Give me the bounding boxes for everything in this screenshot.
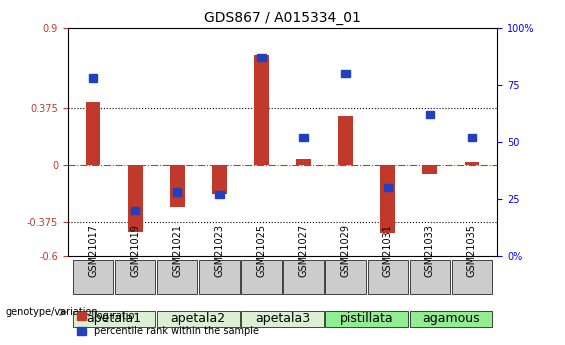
Bar xyxy=(215,191,224,198)
Bar xyxy=(254,55,269,165)
Bar xyxy=(212,165,227,194)
Bar xyxy=(338,116,353,165)
Bar xyxy=(299,134,308,141)
FancyBboxPatch shape xyxy=(368,260,408,294)
FancyBboxPatch shape xyxy=(325,310,408,327)
FancyBboxPatch shape xyxy=(73,260,113,294)
FancyBboxPatch shape xyxy=(199,260,240,294)
Bar xyxy=(341,70,350,77)
Bar xyxy=(384,184,392,191)
Bar xyxy=(170,165,185,207)
FancyBboxPatch shape xyxy=(283,260,324,294)
Text: genotype/variation: genotype/variation xyxy=(6,307,98,317)
Text: GSM21017: GSM21017 xyxy=(88,224,98,277)
Text: GSM21021: GSM21021 xyxy=(172,224,182,277)
Bar xyxy=(131,207,140,214)
Bar xyxy=(468,134,476,141)
Text: GSM21019: GSM21019 xyxy=(130,224,140,277)
Text: agamous: agamous xyxy=(422,312,480,325)
FancyBboxPatch shape xyxy=(157,260,197,294)
Text: GSM21033: GSM21033 xyxy=(425,224,435,277)
FancyBboxPatch shape xyxy=(115,260,155,294)
Text: GSM21031: GSM21031 xyxy=(383,224,393,277)
FancyBboxPatch shape xyxy=(73,310,155,327)
Title: GDS867 / A015334_01: GDS867 / A015334_01 xyxy=(204,11,361,25)
Text: apetala2: apetala2 xyxy=(171,312,226,325)
Text: apetala1: apetala1 xyxy=(86,312,142,325)
Text: GSM21035: GSM21035 xyxy=(467,224,477,277)
Text: apetala3: apetala3 xyxy=(255,312,310,325)
Bar xyxy=(423,165,437,174)
Bar xyxy=(128,165,142,232)
Bar xyxy=(296,159,311,165)
Text: GSM21023: GSM21023 xyxy=(214,224,224,277)
Text: GSM21025: GSM21025 xyxy=(257,224,267,277)
Bar xyxy=(464,162,479,165)
Text: pistillata: pistillata xyxy=(340,312,393,325)
Bar xyxy=(425,111,434,118)
Bar xyxy=(257,53,266,61)
Text: GSM21029: GSM21029 xyxy=(341,224,351,277)
Bar xyxy=(380,165,395,234)
Bar xyxy=(86,102,101,165)
Text: GSM21027: GSM21027 xyxy=(298,224,308,277)
FancyBboxPatch shape xyxy=(452,260,492,294)
FancyBboxPatch shape xyxy=(410,310,492,327)
FancyBboxPatch shape xyxy=(241,310,324,327)
FancyBboxPatch shape xyxy=(410,260,450,294)
Legend: log ratio, percentile rank within the sample: log ratio, percentile rank within the sa… xyxy=(73,307,263,340)
Bar xyxy=(89,74,97,82)
FancyBboxPatch shape xyxy=(157,310,240,327)
FancyBboxPatch shape xyxy=(325,260,366,294)
Bar xyxy=(173,188,181,196)
FancyBboxPatch shape xyxy=(241,260,282,294)
